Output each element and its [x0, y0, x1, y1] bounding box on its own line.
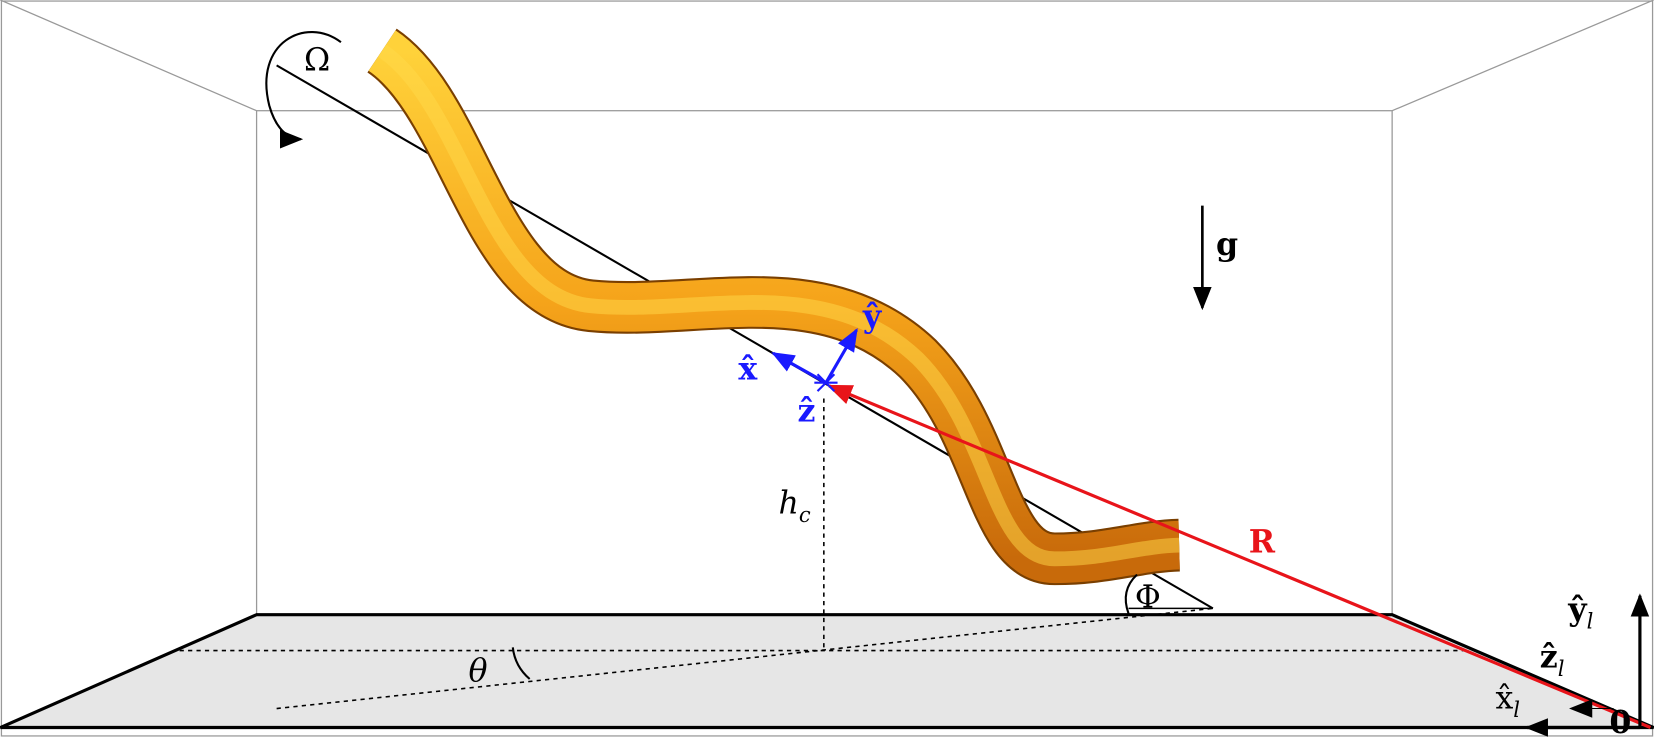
y-lab-subscript: l	[1587, 608, 1594, 633]
y-hat-label: ŷ	[862, 298, 883, 335]
r-label: R	[1249, 523, 1276, 560]
height-label: hc	[778, 485, 810, 526]
phi-arc	[1124, 573, 1138, 614]
z-lab-symbol: ẑ	[1540, 638, 1558, 675]
height-symbol: h	[778, 485, 798, 521]
height-subscript: c	[799, 502, 811, 527]
floor	[0, 613, 1654, 730]
filament	[366, 28, 1181, 586]
x-lab-subscript: l	[1513, 697, 1520, 722]
z-lab-subscript: l	[1558, 656, 1565, 681]
r-vector	[826, 384, 1652, 729]
omega-arrow	[265, 31, 342, 149]
origin-label: 0	[1609, 704, 1631, 737]
gravity-label: g	[1216, 226, 1238, 263]
phi-label: Φ	[1135, 579, 1161, 615]
y-lab-symbol: ŷ	[1567, 591, 1588, 628]
dashed-lines	[179, 398, 1466, 710]
x-lab-label: x̂l	[1495, 681, 1520, 722]
lab-axes	[1524, 593, 1650, 737]
y-lab-label: ŷl	[1567, 591, 1593, 633]
z-lab-label: ẑl	[1540, 638, 1565, 680]
z-hat-label: ẑ	[797, 393, 815, 430]
x-hat-label: x̂	[738, 351, 758, 388]
omega-label: Ω	[304, 43, 330, 79]
theta-label: θ	[469, 653, 488, 689]
theta-arc	[511, 647, 531, 680]
x-lab-symbol: x̂	[1495, 681, 1513, 717]
filament-axis	[276, 64, 1214, 610]
body-axes	[771, 328, 858, 392]
